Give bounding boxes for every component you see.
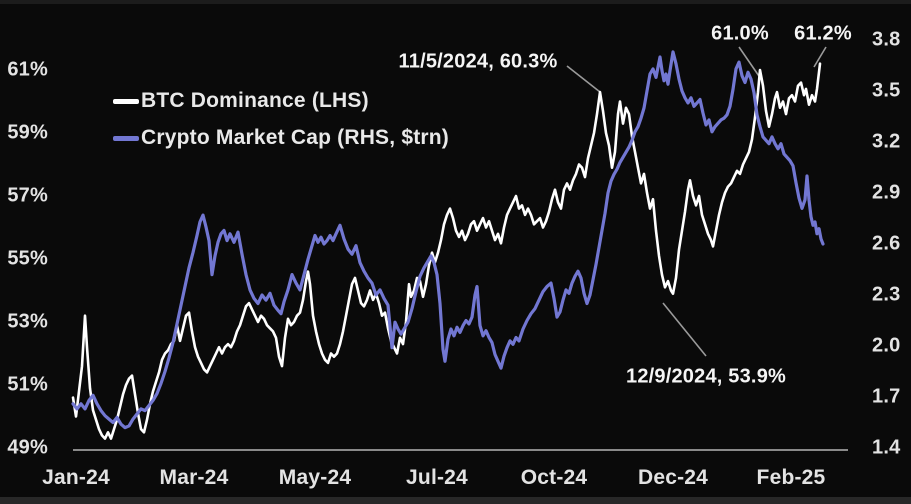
right-axis-tick-label: 3.5 [872, 79, 901, 102]
series-line-crypto-market-cap [71, 50, 825, 430]
annotation-61-0-peak: 61.0% [711, 22, 769, 45]
right-axis-tick-label: 2.0 [872, 334, 901, 357]
legend-item-crypto-market-cap: Crypto Market Cap (RHS, $trn) [113, 125, 449, 151]
annotation-61-2-peak: 61.2% [794, 22, 852, 45]
right-axis-tick-label: 2.3 [872, 283, 901, 306]
x-axis-tick-label: Jan-24 [42, 466, 110, 489]
x-axis-tick-label: Dec-24 [637, 466, 709, 489]
annotation-leader-line-3 [662, 302, 707, 357]
series-line-btc-dominance [71, 62, 822, 440]
left-axis-tick-label: 49% [7, 436, 48, 459]
annotation-nov5-peak: 11/5/2024, 60.3% [398, 50, 558, 73]
legend-label-btc-dominance: BTC Dominance (LHS) [141, 89, 369, 112]
legend-item-btc-dominance: BTC Dominance (LHS) [113, 88, 449, 114]
right-axis-tick-label: 1.7 [872, 385, 901, 408]
chart-legend: BTC Dominance (LHS) Crypto Market Cap (R… [113, 88, 449, 162]
legend-label-crypto-market-cap: Crypto Market Cap (RHS, $trn) [141, 126, 450, 149]
x-axis-tick-label: Jul-24 [406, 466, 468, 489]
btc-dominance-line-swatch [113, 98, 139, 104]
crypto-market-cap-line-swatch [113, 135, 139, 141]
top-edge-strip [0, 0, 911, 4]
left-axis-tick-label: 59% [7, 121, 48, 144]
right-axis-tick-label: 1.4 [872, 436, 901, 459]
left-axis-tick-label: 61% [7, 58, 48, 81]
annotation-leader-line-0 [566, 65, 601, 93]
right-axis-tick-label: 3.8 [872, 28, 901, 51]
x-axis-tick-label: Mar-24 [159, 466, 229, 489]
left-axis-tick-label: 57% [7, 184, 48, 207]
right-axis-tick-label: 2.9 [872, 181, 901, 204]
annotation-dec9-trough: 12/9/2024, 53.9% [626, 365, 786, 388]
right-axis-tick-label: 3.2 [872, 130, 901, 153]
left-axis-tick-label: 51% [7, 373, 48, 396]
left-axis-tick-label: 53% [7, 310, 48, 333]
x-axis-tick-label: Oct-24 [520, 466, 588, 489]
right-axis-tick-label: 2.6 [872, 232, 901, 255]
annotation-leader-line-2 [813, 46, 827, 68]
bottom-edge-strip [0, 497, 911, 504]
left-axis-tick-label: 55% [7, 247, 48, 270]
x-axis-tick-label: Feb-25 [756, 466, 826, 489]
x-axis-tick-label: May-24 [278, 466, 352, 489]
annotation-leader-line-1 [738, 46, 762, 80]
